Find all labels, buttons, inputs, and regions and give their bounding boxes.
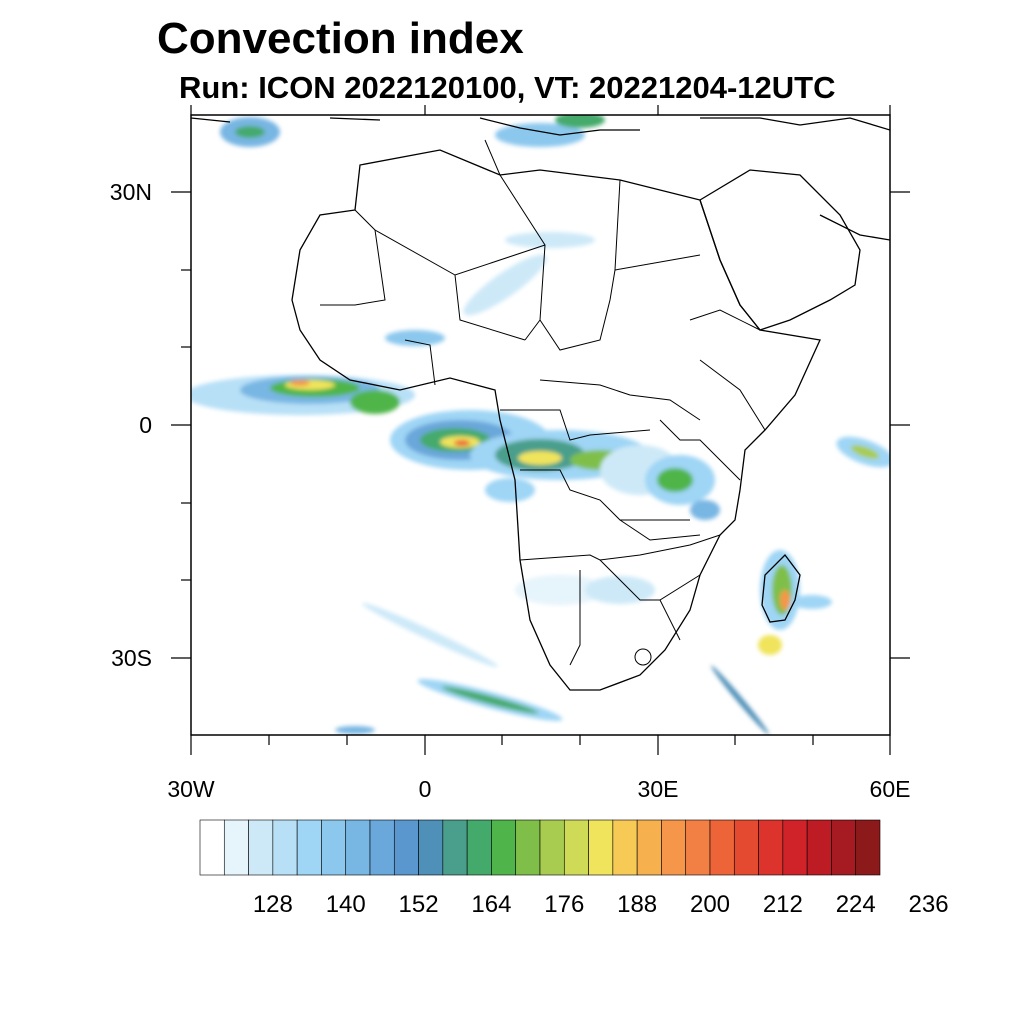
colorbar-labels: 128 140 152 164 176 188 200 212 224 236: [253, 891, 949, 918]
x-axis-labels: 30W 0 30E 60E: [167, 776, 910, 802]
colorbar-swatch: [272, 819, 298, 876]
colorbar-label: 152: [399, 891, 439, 918]
colorbar-label: 164: [471, 891, 511, 918]
colorbar-swatch: [393, 819, 419, 876]
colorbar-swatch: [612, 819, 638, 876]
colorbar-swatch: [831, 819, 857, 876]
map-title: Convection index: [157, 14, 524, 63]
colorbar-label: 188: [617, 891, 657, 918]
country-borders: [320, 139, 766, 666]
colorbar-label: 128: [253, 891, 293, 918]
y-axis-labels: 30N 0 30S: [110, 179, 152, 671]
map-frame: [190, 114, 891, 736]
colorbar-swatch: [248, 819, 274, 876]
colorbar: [199, 819, 881, 876]
y-tick-label: 30S: [111, 645, 152, 671]
colorbar-swatch: [539, 819, 565, 876]
colorbar-label: 212: [763, 891, 803, 918]
colorbar-swatch: [491, 819, 517, 876]
colorbar-label: 200: [690, 891, 730, 918]
colorbar-swatch: [369, 819, 395, 876]
colorbar-swatch: [199, 819, 225, 876]
colorbar-swatch: [733, 819, 759, 876]
y-tick-label: 30N: [110, 179, 152, 205]
arabia-coastline: [699, 169, 861, 331]
colorbar-swatch: [321, 819, 347, 876]
colorbar-swatch: [709, 819, 735, 876]
convection-field: [191, 115, 890, 735]
y-tick-label: 0: [139, 412, 152, 438]
colorbar-label: 236: [909, 891, 949, 918]
colorbar-swatch: [588, 819, 614, 876]
colorbar-label: 224: [836, 891, 876, 918]
x-tick-label: 30W: [167, 776, 215, 802]
x-tick-label: 30E: [638, 776, 679, 802]
axis-ticks: [171, 105, 910, 755]
colorbar-swatch: [466, 819, 492, 876]
colorbar-swatch: [661, 819, 687, 876]
x-tick-label: 0: [419, 776, 432, 802]
colorbar-swatch: [758, 819, 784, 876]
colorbar-swatch: [855, 819, 881, 876]
colorbar-swatch: [782, 819, 808, 876]
colorbar-swatch: [685, 819, 711, 876]
colorbar-swatch: [636, 819, 662, 876]
colorbar-swatch: [418, 819, 444, 876]
colorbar-swatch: [223, 819, 249, 876]
colorbar-swatch: [563, 819, 589, 876]
map-subtitle: Run: ICON 2022120100, VT: 20221204-12UTC: [179, 70, 836, 105]
colorbar-swatch: [515, 819, 541, 876]
coastlines: [191, 117, 890, 691]
colorbar-swatch: [345, 819, 371, 876]
colorbar-label: 176: [544, 891, 584, 918]
madagascar-coastline: [761, 554, 801, 623]
colorbar-swatch: [442, 819, 468, 876]
colorbar-label: 140: [326, 891, 366, 918]
colorbar-swatch: [806, 819, 832, 876]
europe-coastline: [191, 117, 890, 136]
colorbar-swatch: [296, 819, 322, 876]
x-tick-label: 60E: [870, 776, 911, 802]
